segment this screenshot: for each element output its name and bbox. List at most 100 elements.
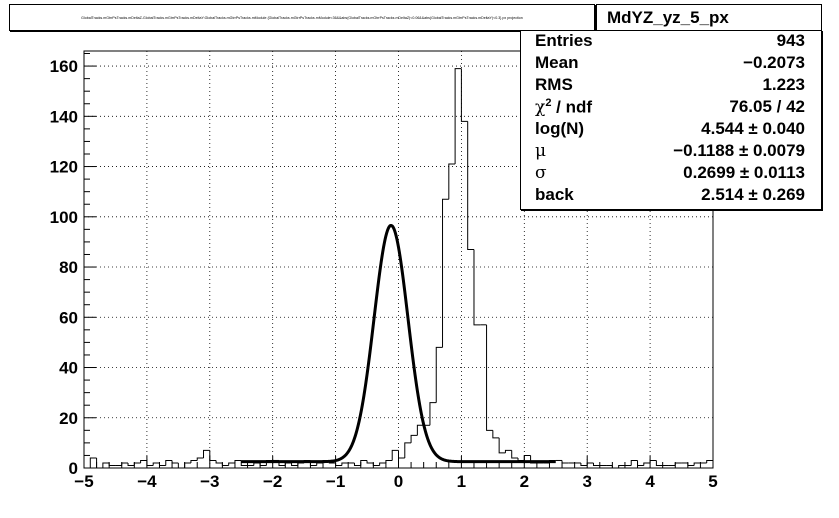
- stats-box: Entries 943 Mean −0.2073 RMS 1.223 χ2 / …: [520, 30, 822, 210]
- histogram-bin: [171, 460, 179, 464]
- x-tick-label: 4: [645, 472, 655, 491]
- histogram-bin: [504, 449, 512, 453]
- histogram-bin: [649, 459, 657, 463]
- histogram-bin: [158, 462, 166, 466]
- histogram-bin: [429, 402, 437, 426]
- stat-value: 943: [776, 31, 805, 50]
- histogram-bin: [221, 462, 229, 466]
- histogram-bin: [385, 459, 393, 463]
- histogram-bin: [674, 462, 682, 466]
- y-tick-label: 20: [59, 409, 78, 428]
- x-tick-label: −4: [137, 472, 157, 491]
- histogram-bin: [435, 346, 443, 403]
- stat-value: 2.514 ± 0.269: [701, 185, 805, 204]
- stat-label: χ2 / ndf: [535, 97, 592, 118]
- histogram-bin: [146, 460, 154, 466]
- histogram-bin: [184, 462, 191, 468]
- stat-chi2: χ2 / ndf 76.05 / 42: [521, 97, 821, 119]
- axis-ticks: [83, 53, 714, 469]
- stat-label: Mean: [535, 53, 579, 72]
- histogram-bin: [523, 454, 531, 461]
- histogram-bin: [228, 462, 235, 466]
- histogram-bin: [259, 462, 267, 466]
- stat-entries: Entries 943: [521, 31, 821, 53]
- histogram-bin: [165, 459, 173, 466]
- histogram-bin: [637, 460, 644, 466]
- x-tick-label: 5: [708, 472, 717, 491]
- histogram-bin: [284, 462, 292, 466]
- histogram-bin: [234, 459, 242, 463]
- histogram-bin: [335, 462, 342, 466]
- histogram-bin: [215, 460, 223, 464]
- histogram-bin: [416, 424, 424, 436]
- histogram-bin: [89, 457, 97, 468]
- histogram-bin: [410, 434, 418, 443]
- plot-title: GlobalTracks.mGtrrPsTracks.mDeltaZ-Globa…: [81, 16, 523, 20]
- x-tick-label: −5: [74, 472, 93, 491]
- histogram-bin: [291, 462, 298, 466]
- y-tick-label: 160: [50, 57, 78, 76]
- x-tick-label: −1: [326, 472, 345, 491]
- histogram-bin: [366, 460, 374, 464]
- stat-mu: μ −0.1188 ± 0.0079: [521, 141, 821, 163]
- title-box: GlobalTracks.mGtrrPsTracks.mDeltaZ-Globa…: [9, 4, 595, 31]
- histogram-bin: [209, 450, 217, 461]
- stat-label: RMS: [535, 75, 573, 94]
- tick-labels: −5 −4 −3 −2 −1 0 1 2 3 4 5 0 20 40 60 80 100 120 140 160: [50, 57, 718, 491]
- histogram-bin: [203, 449, 210, 458]
- fit-curve: [240, 223, 557, 464]
- stat-mean: Mean −0.2073: [521, 53, 821, 75]
- histogram-bin: [152, 462, 160, 466]
- histogram-bin: [611, 465, 619, 469]
- histogram-bin: [618, 464, 625, 468]
- histogram-bin: [196, 457, 204, 461]
- chi-label-rest: / ndf: [551, 97, 593, 117]
- histogram-bin: [398, 450, 405, 459]
- stat-value: 0.2699 ± 0.0113: [683, 163, 805, 182]
- stat-value: −0.2073: [743, 53, 805, 72]
- x-tick-label: −3: [200, 472, 219, 491]
- histogram-bin: [404, 442, 412, 458]
- histogram-bin: [706, 459, 713, 463]
- stat-value: −0.1188 ± 0.0079: [673, 141, 805, 160]
- histogram-bin: [448, 163, 456, 200]
- histogram-bin: [190, 459, 198, 463]
- histogram-bin: [511, 450, 519, 459]
- stat-logn: log(N) 4.544 ± 0.040: [521, 119, 821, 141]
- histogram-bin: [442, 198, 449, 348]
- x-tick-label: 3: [582, 472, 591, 491]
- stat-rms: RMS 1.223: [521, 75, 821, 97]
- histogram-bin: [460, 68, 468, 122]
- histogram-bin: [121, 462, 129, 466]
- stat-value: 4.544 ± 0.040: [701, 119, 805, 138]
- histogram-bin: [693, 462, 701, 466]
- y-tick-label: 100: [50, 208, 78, 227]
- histogram-bin: [592, 462, 600, 466]
- chi-exponent: 2: [545, 97, 552, 109]
- histogram-bin: [454, 68, 462, 165]
- histogram-bin: [102, 462, 110, 468]
- stat-value: 76.05 / 42: [729, 97, 805, 116]
- histogram-bin: [316, 462, 324, 466]
- histogram-bin: [372, 462, 380, 466]
- histogram-bin: [498, 437, 506, 454]
- stat-value: 1.223: [762, 75, 805, 94]
- stat-label: log(N): [535, 119, 585, 138]
- histogram-bin: [486, 324, 493, 431]
- stat-label: back: [535, 185, 574, 204]
- y-tick-label: 120: [50, 158, 78, 177]
- y-tick-label: 140: [50, 107, 78, 126]
- x-tick-label: −2: [263, 472, 282, 491]
- y-tick-label: 40: [59, 359, 78, 378]
- gaussian-fit-line: [240, 223, 557, 464]
- y-tick-label: 0: [69, 459, 78, 478]
- histogram-bin: [643, 462, 651, 466]
- stat-label: Entries: [535, 31, 593, 50]
- histogram-bin: [127, 462, 135, 466]
- chi-symbol: χ: [535, 97, 546, 118]
- stat-sigma: σ 0.2699 ± 0.0113: [521, 163, 821, 185]
- histogram-bin: [517, 457, 525, 461]
- histogram-bin: [467, 121, 474, 250]
- histogram-bin: [341, 462, 349, 466]
- histogram-bin: [360, 459, 368, 466]
